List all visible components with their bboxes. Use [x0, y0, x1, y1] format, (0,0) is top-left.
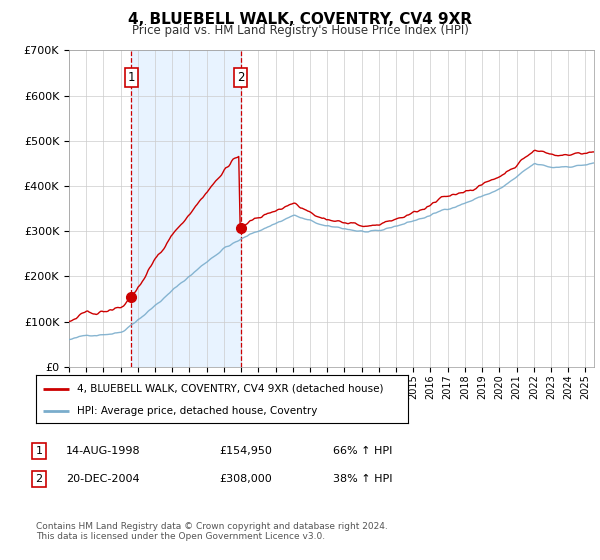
- Text: 1: 1: [35, 446, 43, 456]
- Text: 1: 1: [128, 71, 135, 84]
- Text: Price paid vs. HM Land Registry's House Price Index (HPI): Price paid vs. HM Land Registry's House …: [131, 24, 469, 37]
- Text: Contains HM Land Registry data © Crown copyright and database right 2024.
This d: Contains HM Land Registry data © Crown c…: [36, 522, 388, 542]
- Text: 66% ↑ HPI: 66% ↑ HPI: [333, 446, 392, 456]
- Text: 38% ↑ HPI: 38% ↑ HPI: [333, 474, 392, 484]
- Text: 4, BLUEBELL WALK, COVENTRY, CV4 9XR (detached house): 4, BLUEBELL WALK, COVENTRY, CV4 9XR (det…: [77, 384, 383, 394]
- Text: 2: 2: [237, 71, 244, 84]
- Text: 2: 2: [35, 474, 43, 484]
- Text: HPI: Average price, detached house, Coventry: HPI: Average price, detached house, Cove…: [77, 406, 317, 416]
- Bar: [131, 50, 241, 367]
- Text: £308,000: £308,000: [219, 474, 272, 484]
- Text: £154,950: £154,950: [219, 446, 272, 456]
- Text: 20-DEC-2004: 20-DEC-2004: [66, 474, 140, 484]
- Text: 4, BLUEBELL WALK, COVENTRY, CV4 9XR: 4, BLUEBELL WALK, COVENTRY, CV4 9XR: [128, 12, 472, 27]
- Text: 14-AUG-1998: 14-AUG-1998: [66, 446, 140, 456]
